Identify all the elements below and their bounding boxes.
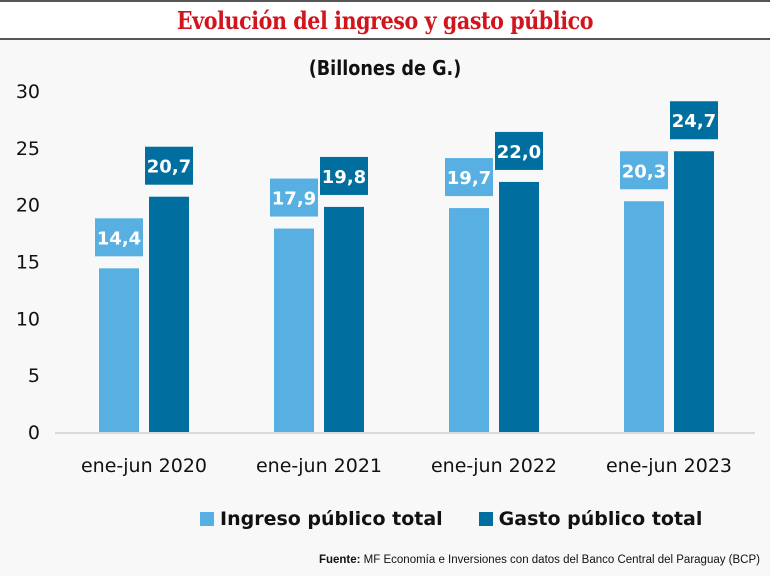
bar-ingreso xyxy=(99,268,139,432)
bars-group: 14,4 20,7 17,9 19,8 19,7 22,0 20,3 24,7 xyxy=(95,101,718,432)
legend-label-ingreso: Ingreso público total xyxy=(220,508,443,530)
y-tick-label: 25 xyxy=(16,138,40,160)
value-label-box-ingreso xyxy=(95,218,143,257)
value-label-gasto: 20,7 xyxy=(147,157,191,178)
bar-ingreso xyxy=(449,208,489,432)
value-label-box-gasto xyxy=(320,156,368,195)
source-text: MF Economía e Inversiones con datos del … xyxy=(360,554,760,566)
value-label-gasto: 24,7 xyxy=(672,111,716,132)
bar-gasto xyxy=(324,206,364,432)
legend-swatch-gasto xyxy=(478,512,493,526)
value-label-box-ingreso xyxy=(445,158,493,197)
y-tick-label: 15 xyxy=(16,252,40,274)
value-label-ingreso: 17,9 xyxy=(272,189,316,210)
y-axis: 0 5 10 15 20 25 30 xyxy=(16,81,40,444)
value-label-ingreso: 20,3 xyxy=(622,161,666,182)
y-tick-label: 10 xyxy=(16,308,40,330)
y-tick-label: 20 xyxy=(16,195,40,217)
y-tick-label: 0 xyxy=(28,422,40,444)
bar-gasto xyxy=(674,151,714,432)
title-band: Evolución del ingreso y gasto público xyxy=(0,0,770,40)
y-tick-label: 30 xyxy=(16,81,40,103)
legend-label-gasto: Gasto público total xyxy=(498,508,703,530)
y-tick-label: 5 xyxy=(28,365,40,387)
bar-ingreso xyxy=(624,201,664,432)
chart-title: Evolución del ingreso y gasto público xyxy=(176,5,594,35)
bar-gasto xyxy=(149,196,189,432)
bar-gasto xyxy=(499,181,539,432)
value-label-box-ingreso xyxy=(270,178,318,217)
legend-item-ingreso: Ingreso público total xyxy=(200,508,443,530)
legend: Ingreso público total Gasto público tota… xyxy=(200,508,702,530)
value-label-ingreso: 14,4 xyxy=(97,228,141,249)
value-label-box-gasto xyxy=(145,146,193,185)
chart-subtitle: (Billones de G.) xyxy=(308,56,462,80)
x-tick-label: ene-jun 2022 xyxy=(431,455,557,477)
value-label-gasto: 19,8 xyxy=(322,167,366,188)
x-axis: ene-jun 2020 ene-jun 2021 ene-jun 2022 ene-… xyxy=(81,455,732,477)
value-label-gasto: 22,0 xyxy=(497,142,541,163)
x-tick-label: ene-jun 2023 xyxy=(606,455,732,477)
legend-item-gasto: Gasto público total xyxy=(478,508,703,530)
value-label-box-gasto xyxy=(670,101,718,140)
x-tick-label: ene-jun 2020 xyxy=(81,455,207,477)
value-label-box-ingreso xyxy=(620,151,668,190)
bar-ingreso xyxy=(274,228,314,432)
legend-swatch-ingreso xyxy=(200,512,214,526)
source-note: Fuente: MF Economía e Inversiones con da… xyxy=(319,554,760,566)
source-label: Fuente: xyxy=(318,554,361,566)
value-label-ingreso: 19,7 xyxy=(447,168,491,189)
x-tick-label: ene-jun 2021 xyxy=(256,455,382,477)
value-label-box-gasto xyxy=(495,131,543,170)
